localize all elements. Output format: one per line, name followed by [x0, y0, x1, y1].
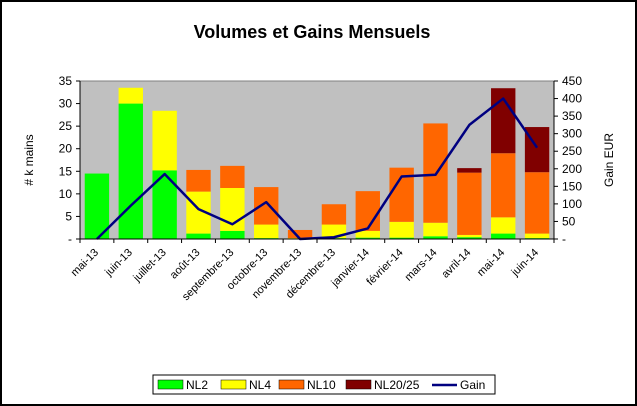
bar-nl2-ao-t-13: [186, 233, 211, 239]
bar-nl4-avril-14: [457, 234, 482, 238]
y2-tick-label: -: [562, 232, 566, 246]
legend-swatch-nl20-25: [345, 379, 372, 390]
y-tick-label: 35: [59, 74, 73, 88]
bar-nl2-mars-14: [423, 236, 448, 239]
bar-nl2-mai-14: [491, 233, 516, 239]
y-tick-label: -: [68, 232, 72, 246]
x-tick-label: mai-14: [475, 247, 507, 279]
bar-nl4-juillet-13: [152, 110, 177, 171]
bar-nl4-mars-14: [423, 222, 448, 237]
bar-nl10-octobre-13: [254, 187, 279, 225]
y-tick-label: 10: [59, 187, 73, 201]
y2-tick-label: 250: [562, 144, 582, 158]
bar-nl2-avril-14: [457, 237, 482, 239]
y2-tick-label: 100: [562, 197, 582, 211]
y2-tick-label: 350: [562, 109, 582, 123]
y-tick-label: 5: [65, 209, 72, 223]
bar-nl4-janvier-14: [355, 230, 380, 238]
y2-axis-label: Gain EUR: [602, 133, 616, 187]
x-tick-label: mars-14: [403, 247, 440, 284]
bar-nl10-avril-14: [457, 172, 482, 235]
bar-nl2-juin-13: [118, 103, 143, 239]
bar-nl20-25-avril-14: [457, 168, 482, 173]
bar-nl10-ao-t-13: [186, 169, 211, 192]
x-tick-label: février-14: [364, 247, 405, 288]
legend-swatch-nl2: [157, 379, 184, 390]
bar-nl2-janvier-14: [355, 237, 380, 239]
bars-layer: [84, 87, 550, 239]
legend-swatch-nl4: [220, 379, 247, 390]
legend-label-nl4: NL4: [249, 378, 271, 392]
bar-nl4-juin-13: [118, 87, 143, 104]
line-gain: [96, 97, 539, 241]
y2-tick-label: 150: [562, 179, 582, 193]
bar-nl10-juin-14: [524, 172, 550, 234]
y-tick-label: 30: [59, 97, 73, 111]
legend-label-nl20-25: NL20/25: [374, 378, 420, 392]
bar-nl4-octobre-13: [254, 224, 279, 239]
legend-swatch-nl10: [278, 379, 305, 390]
plot-area: [79, 80, 555, 240]
x-tick-label: mai-13: [69, 247, 101, 279]
y2-tick-label: 400: [562, 92, 582, 106]
bar-nl2-f-vrier-14: [389, 237, 414, 239]
bar-nl4-juin-14: [524, 233, 550, 239]
bar-nl2-septembre-13: [220, 230, 245, 239]
legend-label-nl2: NL2: [186, 378, 208, 392]
bar-nl10-mai-14: [491, 153, 516, 218]
x-tick-label: juin-14: [509, 247, 542, 280]
line-layer: [96, 97, 539, 241]
legend: NL2 NL4 NL10 NL20/25 Gain: [152, 374, 496, 395]
bar-nl4-mai-14: [491, 217, 516, 234]
y2-tick-label: 450: [562, 74, 582, 88]
bar-nl10-novembre-13: [287, 229, 313, 239]
legend-label-gain: Gain: [460, 378, 485, 392]
y2-tick-label: 200: [562, 162, 582, 176]
bar-nl10-septembre-13: [220, 165, 245, 188]
bar-nl10-janvier-14: [355, 191, 380, 231]
bar-nl2-mai-13: [84, 173, 110, 239]
y2-tick-label: 300: [562, 127, 582, 141]
bar-nl4-f-vrier-14: [389, 221, 414, 238]
y-axis-label: # k mains: [22, 134, 36, 185]
x-tick-label: avril-14: [439, 247, 473, 281]
bar-nl10-d-cembre-13: [321, 204, 347, 225]
legend-label-nl10: NL10: [307, 378, 336, 392]
y-tick-label: 20: [59, 142, 73, 156]
y-tick-label: 25: [59, 119, 73, 133]
y2-tick-label: 50: [562, 214, 576, 228]
x-tick-label: juin-13: [102, 247, 135, 280]
x-tick-label: juillet-13: [131, 247, 169, 285]
y-tick-label: 15: [59, 164, 73, 178]
chart-title: Volumes et Gains Mensuels: [194, 22, 431, 42]
